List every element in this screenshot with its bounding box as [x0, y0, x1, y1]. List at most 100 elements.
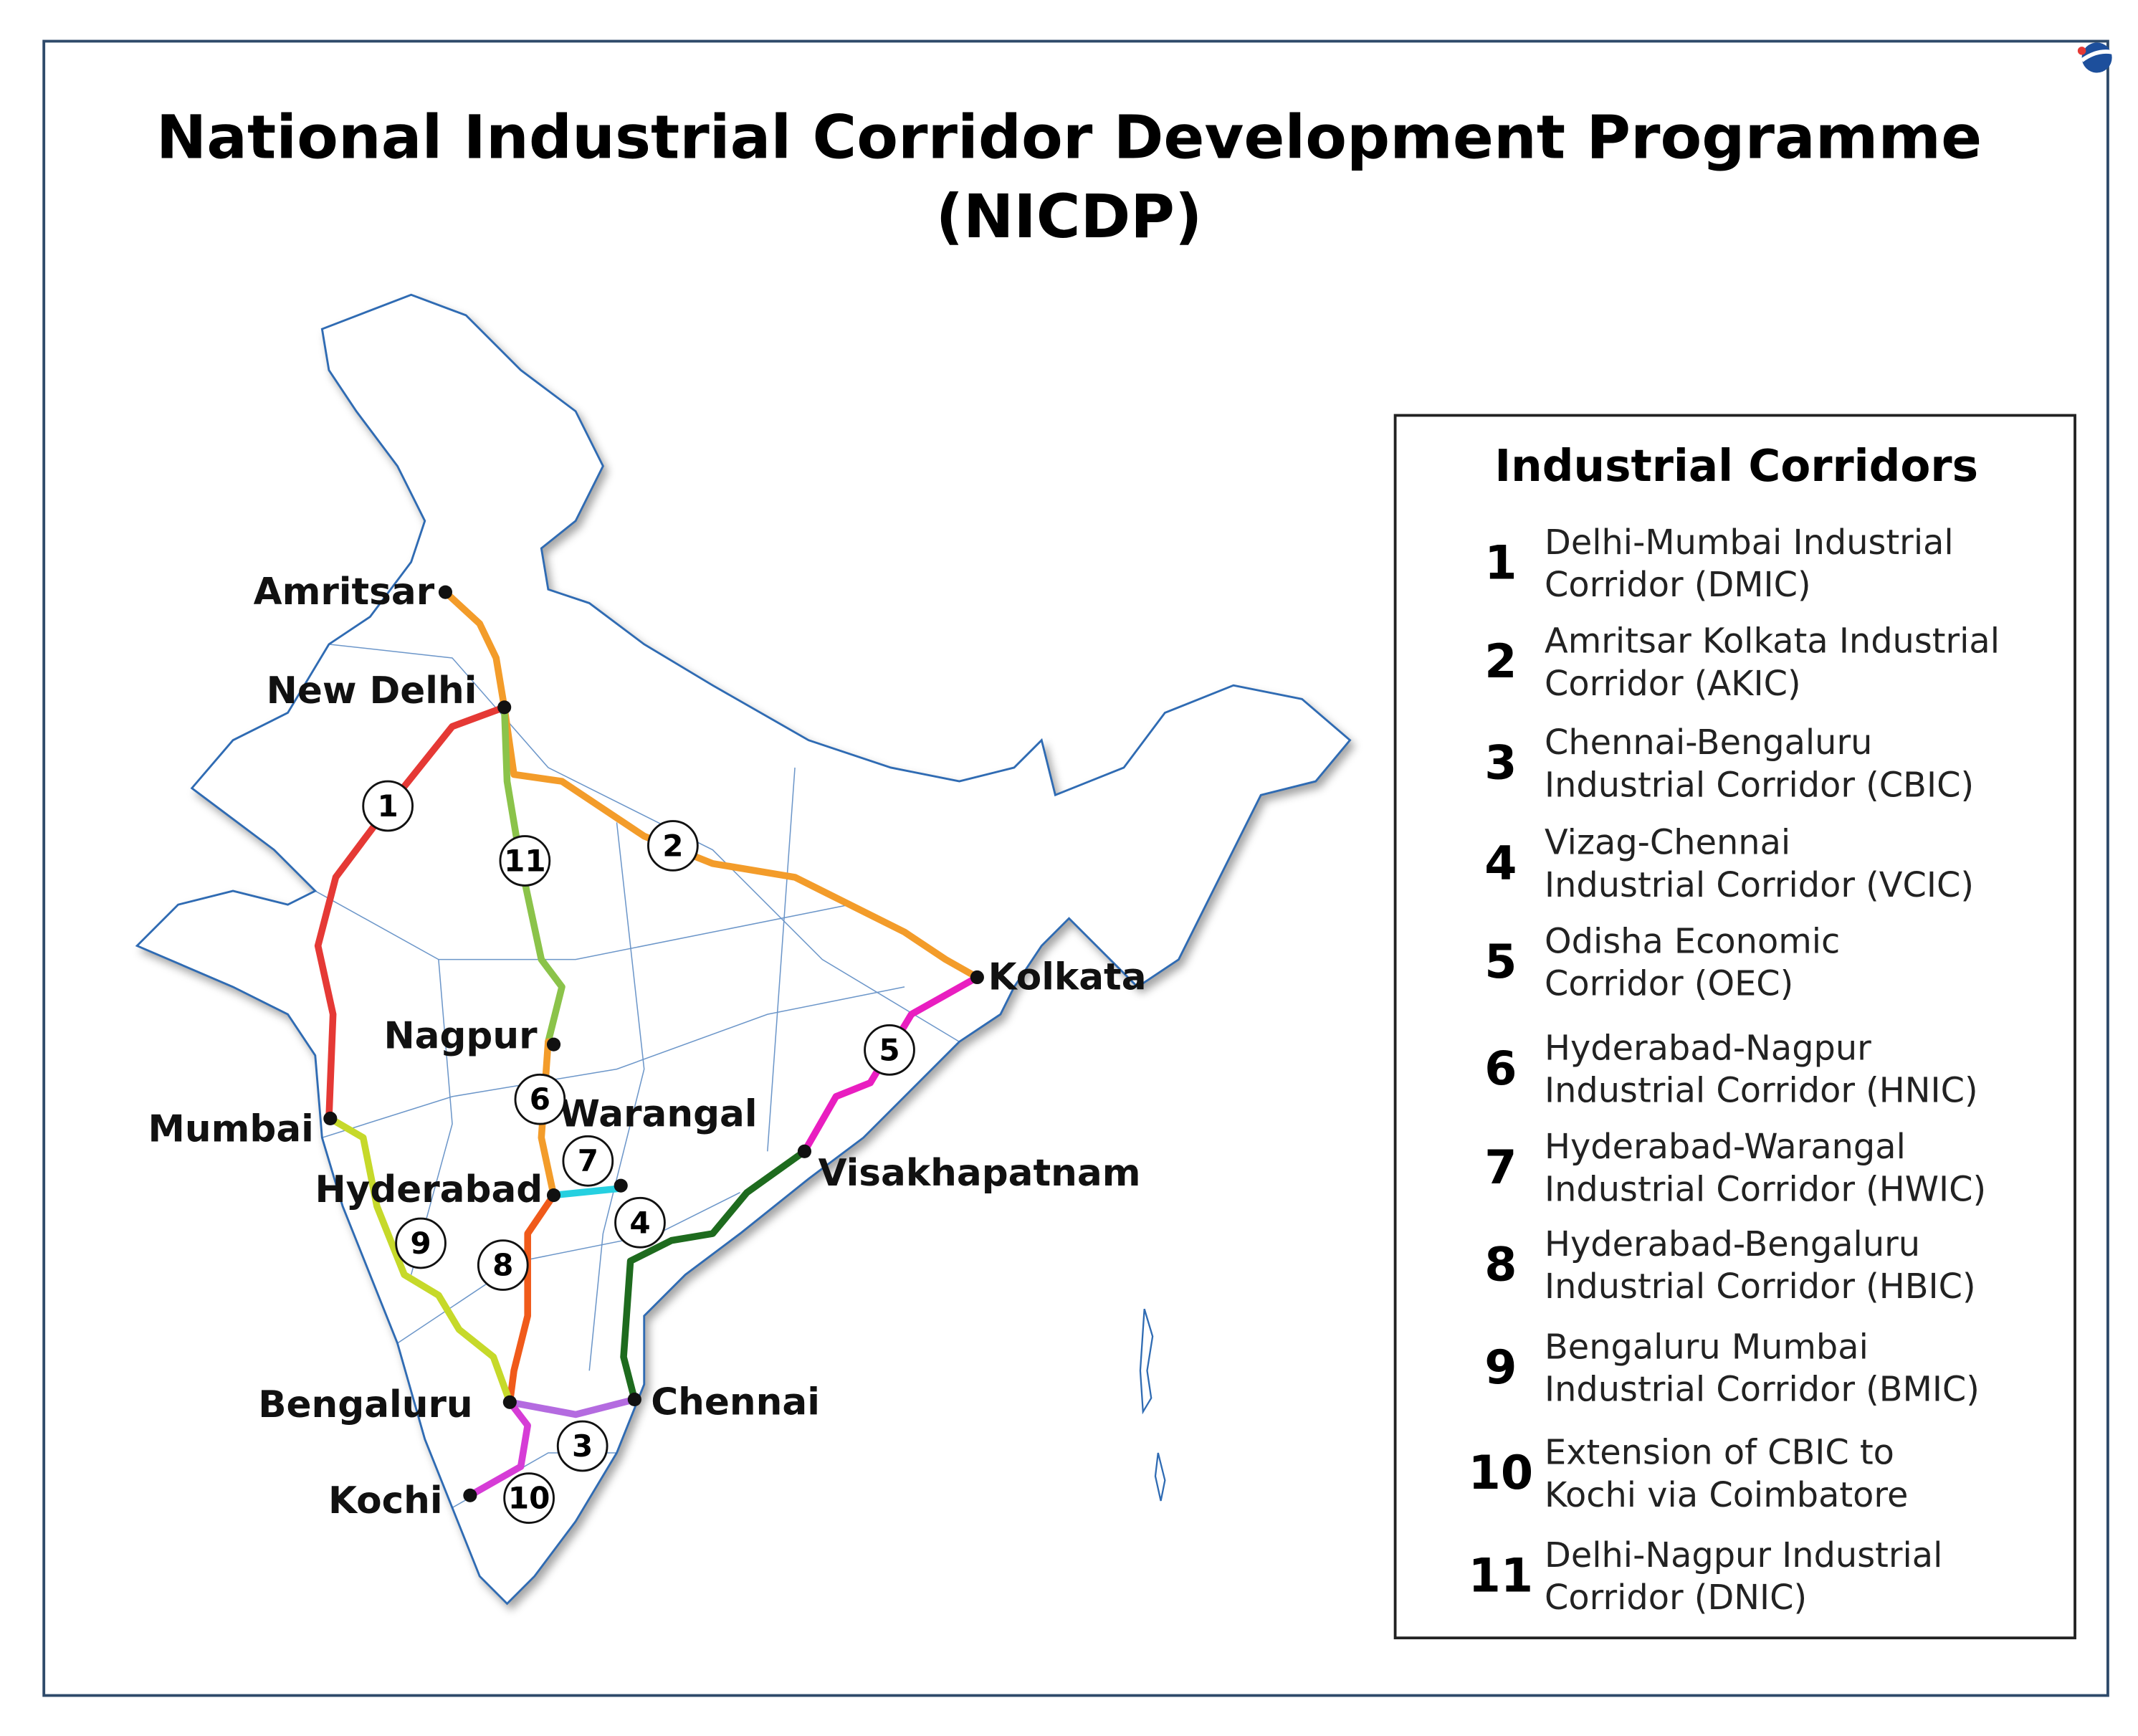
corridor-badge-number: 2 — [662, 828, 683, 863]
city-dot — [614, 1178, 628, 1193]
legend-number: 7 — [1484, 1141, 1517, 1195]
legend-text: Industrial Corridor (HBIC) — [1545, 1267, 1976, 1307]
india-outline — [135, 293, 1352, 1606]
corridor-badge-number: 11 — [504, 843, 546, 878]
corridor-badge-number: 6 — [530, 1082, 550, 1117]
legend-text: Corridor (OEC) — [1545, 965, 1793, 1004]
city-dot — [463, 1488, 477, 1502]
route-1 — [314, 704, 508, 1122]
legend-text: Kochi via Coimbatore — [1545, 1476, 1908, 1515]
logo — [2077, 42, 2113, 73]
legend-box — [1393, 414, 2076, 1640]
corridor-badge-number: 5 — [879, 1032, 899, 1067]
frame — [42, 39, 2109, 1697]
route-3 — [506, 1396, 639, 1418]
legend-text: Delhi-Mumbai Industrial — [1545, 523, 1954, 563]
route-4 — [620, 1148, 808, 1403]
legend-number: 2 — [1484, 635, 1517, 689]
route-11 — [500, 704, 565, 1046]
legend-text: Corridor (DNIC) — [1545, 1578, 1807, 1618]
corridor-badge — [556, 1420, 609, 1472]
city-dot — [546, 1037, 561, 1051]
legend-title: Industrial Corridors — [1494, 441, 1978, 492]
legend-text: Vizag-Chennai — [1545, 824, 1790, 863]
legend-number: 8 — [1484, 1239, 1517, 1292]
legend-number: 10 — [1469, 1446, 1533, 1500]
legend-text: Corridor (AKIC) — [1545, 664, 1801, 704]
city-dot — [970, 970, 984, 985]
corridor-badge-number: 8 — [492, 1248, 513, 1283]
route-6 — [538, 1038, 558, 1199]
corridor-badge — [514, 1073, 566, 1125]
city-label: Hyderabad — [315, 1168, 543, 1211]
legend-number: 5 — [1484, 935, 1517, 989]
city-label: Kochi — [328, 1479, 443, 1522]
city-label: Kolkata — [988, 955, 1147, 998]
route-10 — [467, 1398, 531, 1499]
legend-text: Corridor (DMIC) — [1545, 566, 1811, 605]
legend-text: Hyderabad-Warangal — [1545, 1127, 1906, 1167]
corridor-badge — [499, 835, 551, 887]
legend-text: Hyderabad-Bengaluru — [1545, 1225, 1920, 1264]
title-line: (NICDP) — [936, 181, 1203, 252]
corridor-badge — [614, 1196, 666, 1249]
city-dot — [797, 1144, 812, 1158]
city-label: Nagpur — [383, 1015, 538, 1058]
city-dot — [438, 585, 453, 599]
legend-text: Hyderabad-Nagpur — [1545, 1029, 1871, 1068]
legend-text: Industrial Corridor (HWIC) — [1545, 1170, 1986, 1209]
city-label: Bengaluru — [258, 1383, 472, 1426]
corridor-badge — [395, 1217, 447, 1269]
corridor-badge — [503, 1472, 555, 1524]
route-8 — [506, 1191, 558, 1406]
legend-number: 3 — [1484, 737, 1517, 791]
corridor-badge — [477, 1239, 529, 1291]
legend-number: 4 — [1484, 836, 1517, 890]
legend-text: Chennai-Bengaluru — [1545, 723, 1872, 763]
corridor-badge — [647, 820, 699, 872]
legend-text: Industrial Corridor (HNIC) — [1545, 1072, 1978, 1111]
corridor-badge-number: 7 — [578, 1143, 598, 1178]
corridor-badge-number: 10 — [508, 1481, 550, 1516]
legend-number: 11 — [1469, 1550, 1533, 1603]
routes — [314, 588, 981, 1499]
legend-text: Bengaluru Mumbai — [1545, 1327, 1869, 1367]
city-dot — [502, 1395, 517, 1409]
corridor-badge-number: 1 — [378, 788, 399, 824]
route-7 — [550, 1185, 624, 1199]
legend-text: Delhi-Nagpur Industrial — [1545, 1536, 1942, 1575]
city-label: New Delhi — [267, 669, 477, 712]
corridor-badge — [864, 1024, 915, 1076]
legend-text: Industrial Corridor (CBIC) — [1545, 766, 1974, 805]
state-borders — [315, 644, 960, 1509]
corridor-badge-number: 4 — [629, 1205, 650, 1240]
legend-text: Industrial Corridor (BMIC) — [1545, 1370, 1980, 1410]
legend-text: Industrial Corridor (VCIC) — [1545, 866, 1974, 905]
legend-number: 9 — [1484, 1341, 1517, 1395]
title-line: National Industrial Corridor Development… — [156, 102, 1982, 172]
city-dot — [497, 700, 512, 715]
route-2 — [442, 588, 981, 981]
legend-number: 1 — [1484, 537, 1517, 591]
city-dot — [546, 1188, 561, 1203]
corridor-badge-number: 9 — [410, 1226, 431, 1261]
city-label: Visakhapatnam — [819, 1152, 1141, 1195]
city-label: Warangal — [559, 1093, 757, 1136]
city-dot — [323, 1111, 338, 1126]
corridor-badge-number: 3 — [572, 1429, 593, 1464]
legend-text: Extension of CBIC to — [1545, 1434, 1894, 1473]
route-5 — [801, 973, 981, 1155]
corridor-badge — [362, 780, 414, 832]
city-label: Mumbai — [148, 1108, 314, 1151]
islands — [1139, 1308, 1166, 1502]
corridor-badge — [562, 1135, 614, 1187]
legend-text: Odisha Economic — [1545, 922, 1840, 961]
city-label: Chennai — [651, 1380, 820, 1423]
city-label: Amritsar — [254, 571, 435, 614]
city-dot — [627, 1392, 641, 1407]
legend-number: 6 — [1484, 1042, 1517, 1096]
route-9 — [327, 1115, 514, 1406]
labels: Amritsar New Delhi Kolkata Nagpur Mumbai Wara… — [148, 571, 1147, 1524]
